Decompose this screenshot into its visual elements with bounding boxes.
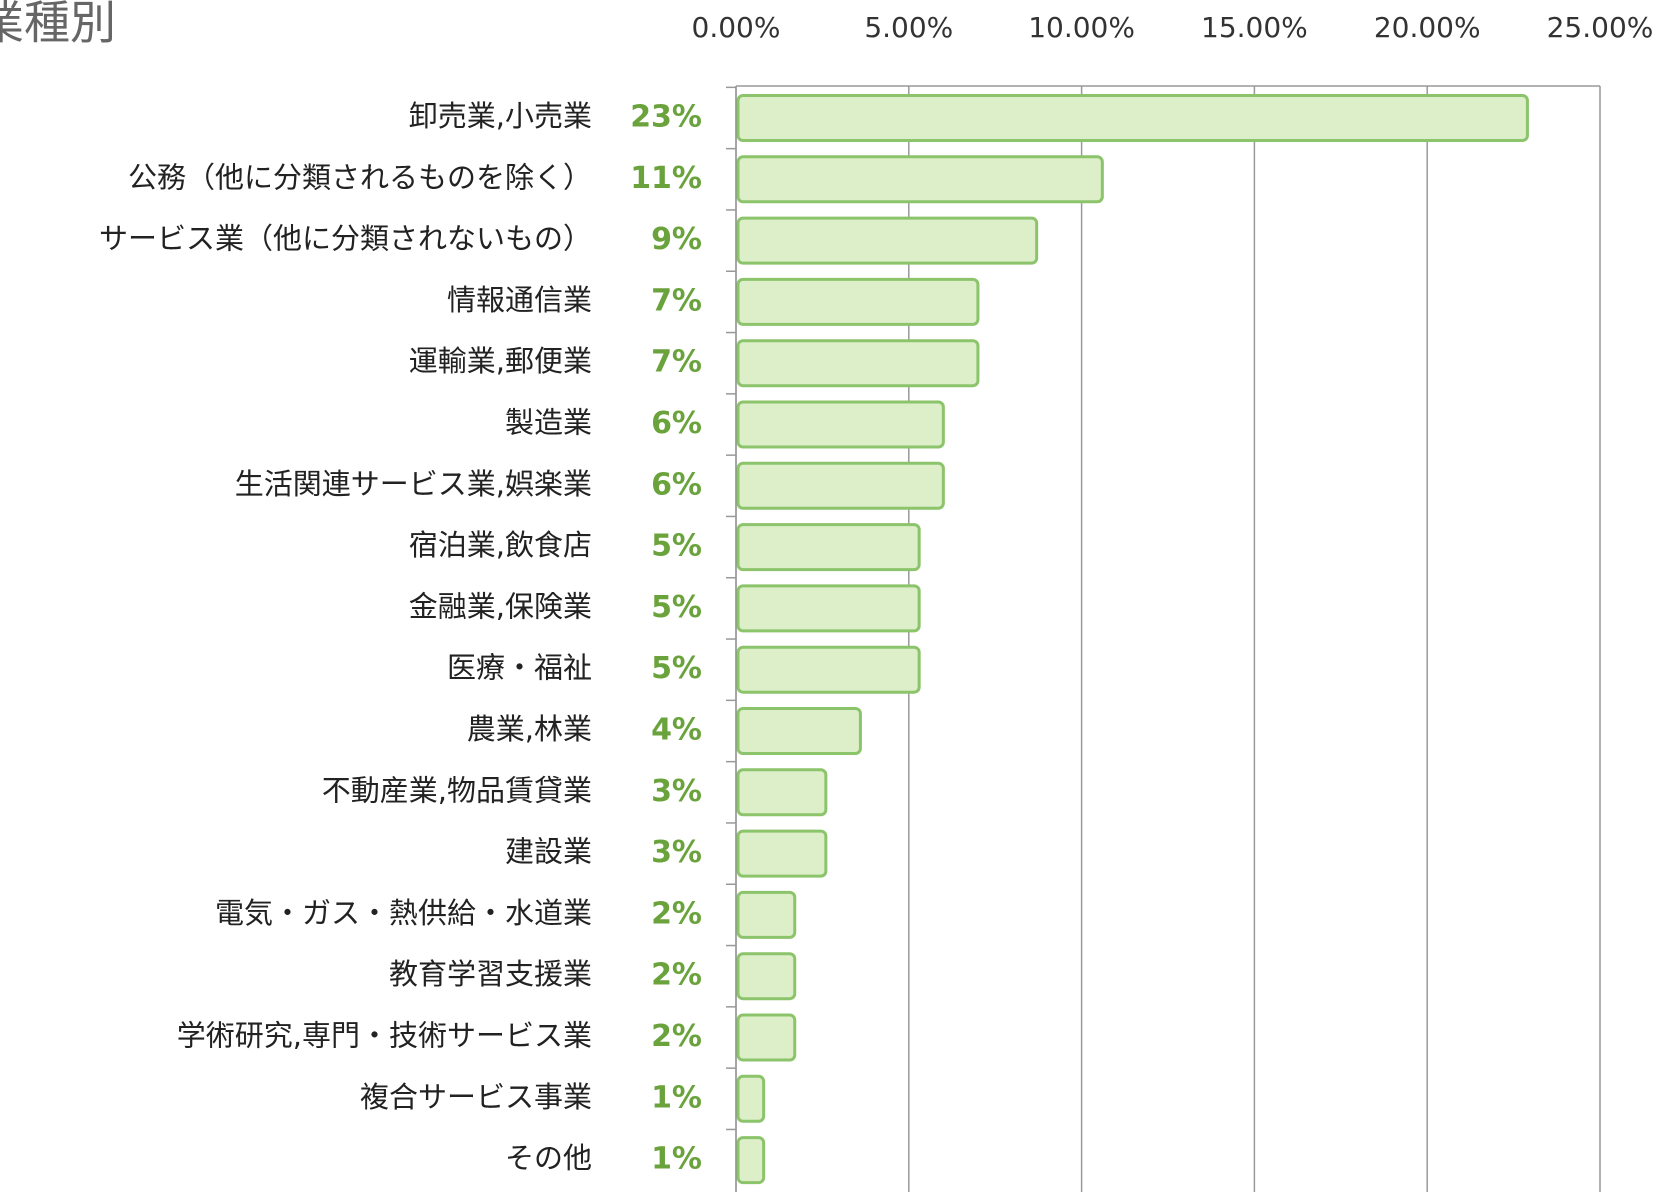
x-tick-label: 25.00% xyxy=(1547,11,1654,44)
bar xyxy=(736,768,828,817)
category-label: 運輸業,郵便業 xyxy=(409,344,592,378)
category-label: 生活関連サービス業,娯楽業 xyxy=(235,467,592,501)
bar xyxy=(736,707,862,755)
bar xyxy=(736,1074,766,1123)
value-label: 5% xyxy=(651,529,702,564)
bar xyxy=(736,1013,797,1062)
value-label: 5% xyxy=(651,651,702,686)
value-label: 11% xyxy=(630,161,702,196)
category-label: 製造業 xyxy=(505,406,592,440)
value-label: 6% xyxy=(651,467,702,502)
value-label: 6% xyxy=(651,406,702,441)
x-tick-label: 15.00% xyxy=(1201,11,1308,44)
bar xyxy=(736,277,980,326)
value-label: 7% xyxy=(651,283,702,318)
bar xyxy=(736,523,921,572)
value-label: 3% xyxy=(651,835,702,870)
value-label: 1% xyxy=(651,1142,702,1177)
bar xyxy=(736,829,828,878)
category-label: その他 xyxy=(505,1141,592,1175)
category-label: 学術研究,専門・技術サービス業 xyxy=(177,1019,592,1053)
x-tick-label: 20.00% xyxy=(1374,11,1481,44)
bar xyxy=(736,94,1529,142)
bar xyxy=(736,461,945,510)
category-label: 金融業,保険業 xyxy=(409,589,592,623)
value-label: 7% xyxy=(651,345,702,380)
x-tick-label: 0.00% xyxy=(692,11,781,44)
category-label: サービス業（他に分類されないもの） xyxy=(99,222,592,256)
category-label: 電気・ガス・熱供給・水道業 xyxy=(215,896,592,930)
x-tick-label: 10.00% xyxy=(1028,11,1135,44)
x-tick-label: 5.00% xyxy=(864,11,953,44)
category-label: 教育学習支援業 xyxy=(389,957,592,991)
value-label: 4% xyxy=(651,713,702,748)
bar xyxy=(736,890,797,939)
bar xyxy=(736,155,1104,204)
category-label: 不動産業,物品賃貸業 xyxy=(322,773,592,807)
chart-title: 業種別 xyxy=(0,0,116,50)
bar xyxy=(736,400,945,449)
category-label: 複合サービス事業 xyxy=(360,1080,592,1114)
value-label: 3% xyxy=(651,774,702,809)
bar xyxy=(736,216,1039,265)
category-label: 農業,林業 xyxy=(467,712,592,746)
value-label: 5% xyxy=(651,590,702,625)
value-label: 2% xyxy=(651,896,702,931)
value-label: 9% xyxy=(651,222,702,257)
bar xyxy=(736,339,980,388)
category-label: 宿泊業,飲食店 xyxy=(409,528,592,562)
value-label: 1% xyxy=(651,1080,702,1115)
category-label: 医療・福祉 xyxy=(447,651,592,685)
bar xyxy=(736,645,921,694)
category-label: 公務（他に分類されるものを除く） xyxy=(128,160,592,194)
category-label: 建設業 xyxy=(505,835,592,869)
category-label: 情報通信業 xyxy=(447,283,592,317)
value-label: 2% xyxy=(651,1019,702,1054)
bar xyxy=(736,1136,766,1185)
value-label: 2% xyxy=(651,958,702,993)
bar xyxy=(736,952,797,1001)
bar xyxy=(736,584,921,633)
value-label: 23% xyxy=(630,100,702,135)
category-label: 卸売業,小売業 xyxy=(409,99,592,133)
